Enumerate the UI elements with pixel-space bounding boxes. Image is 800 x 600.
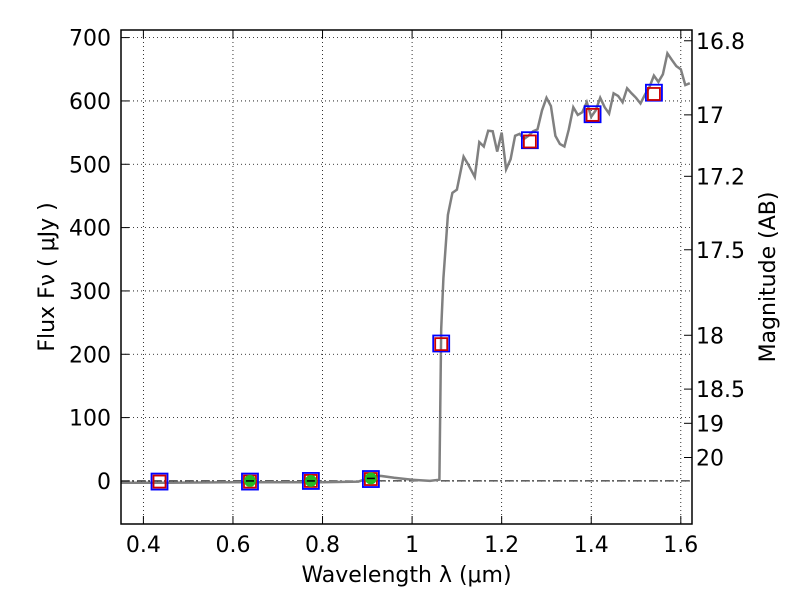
right-tick-label: 17.5 <box>696 239 745 264</box>
right-axis-label: Magnitude (AB) <box>756 192 781 363</box>
y-tick-label: 700 <box>69 27 111 52</box>
axis-ticks <box>121 30 692 524</box>
y-tick-label: 300 <box>69 280 111 305</box>
plot-frame <box>120 29 693 525</box>
right-tick-label: 18.5 <box>696 378 745 403</box>
observed-flux-marker <box>432 334 451 353</box>
y-axis-label: Flux Fν ( μJy ) <box>35 202 60 351</box>
y-tick-label: 100 <box>69 407 111 432</box>
y-tick-label: 500 <box>69 153 111 178</box>
x-tick-label: 0.6 <box>215 533 250 558</box>
right-tick-label: 19 <box>696 412 724 437</box>
x-axis-label: Wavelength λ (μm) <box>301 563 511 588</box>
model-spectrum <box>121 50 691 485</box>
tick-labels: 0.4 0.6 0.8 1 1.2 1.4 1.6 0 100 200 300 400 500 600 70… <box>69 27 745 558</box>
model-flux-marker <box>647 87 661 101</box>
observed-flux-marker <box>583 105 602 124</box>
x-tick-label: 0.8 <box>305 533 340 558</box>
right-tick-label: 18 <box>696 324 724 349</box>
x-tick-label: 1 <box>405 533 419 558</box>
observed-flux-marker <box>361 470 380 488</box>
y-tick-label: 200 <box>69 343 111 368</box>
photometry-markers <box>150 83 663 491</box>
observed-flux-marker <box>241 472 259 491</box>
model-flux-marker <box>434 337 449 352</box>
y-tick-label: 0 <box>97 470 111 495</box>
model-flux-marker <box>522 134 537 149</box>
observed-flux-marker <box>150 472 169 491</box>
right-tick-label: 16.8 <box>696 30 745 55</box>
x-tick-label: 1.6 <box>663 533 698 558</box>
grid-lines <box>121 30 692 524</box>
x-tick-label: 0.4 <box>126 533 161 558</box>
right-tick-label: 20 <box>696 447 724 472</box>
observed-flux-marker <box>301 472 320 490</box>
x-tick-label: 1.4 <box>574 533 609 558</box>
right-tick-label: 17 <box>696 104 724 129</box>
model-flux-marker <box>152 474 167 489</box>
x-tick-label: 1.2 <box>484 533 519 558</box>
model-spectrum-line <box>121 50 691 485</box>
model-flux-marker <box>585 107 600 122</box>
right-tick-label: 17.2 <box>696 165 745 190</box>
y-tick-label: 600 <box>69 90 111 115</box>
y-tick-label: 400 <box>69 217 111 242</box>
